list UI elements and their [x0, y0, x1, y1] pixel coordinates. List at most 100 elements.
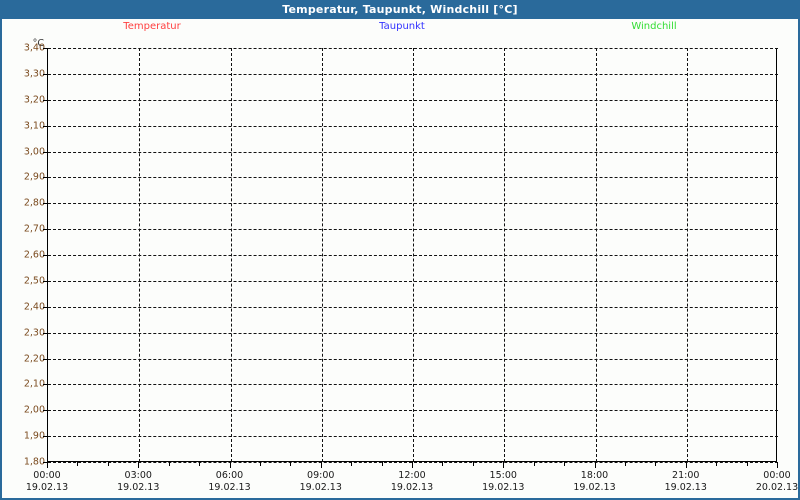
y-gridline: [48, 462, 778, 463]
x-axis-tick-time: 09:00: [307, 470, 335, 481]
x-axis-tick-date: 20.02.13: [755, 482, 799, 493]
x-axis-minor-tick: [351, 462, 353, 466]
y-axis-tick-mark: [43, 229, 47, 231]
y-axis-tick-label: 3,10: [23, 120, 45, 132]
y-axis-tick-label: 2,30: [23, 327, 45, 339]
y-axis-tick-label: 2,80: [23, 197, 45, 209]
x-axis-major-tick: [138, 462, 140, 468]
y-axis-tick-label: 2,70: [23, 223, 45, 235]
x-axis-minor-tick: [624, 462, 626, 466]
y-axis-tick-mark: [43, 358, 47, 360]
x-axis-major-tick: [47, 462, 48, 468]
x-axis-minor-tick: [381, 462, 383, 466]
y-axis-tick-mark: [43, 177, 47, 179]
y-axis-tick-mark: [43, 203, 47, 205]
x-axis-tick-time: 00:00: [33, 470, 61, 481]
x-axis-tick-label: 12:00 19.02.13: [391, 470, 433, 494]
x-axis-minor-tick: [655, 462, 657, 466]
y-axis-tick-mark: [43, 436, 47, 438]
x-axis-tick-date: 19.02.13: [208, 482, 251, 493]
x-axis-minor-tick: [533, 462, 535, 466]
x-axis-major-tick: [229, 462, 231, 468]
legend-item-windchill[interactable]: Windchill: [631, 21, 677, 32]
y-axis-tick-mark: [43, 125, 47, 127]
y-axis-tick-mark: [43, 306, 47, 308]
y-axis-tick-label: 2,10: [23, 378, 45, 390]
y-axis-tick-mark: [43, 384, 47, 386]
x-axis-major-tick: [777, 462, 778, 468]
x-axis-minor-tick: [168, 462, 170, 466]
x-axis-tick-time: 03:00: [124, 470, 152, 481]
x-gridline: [413, 48, 414, 462]
x-axis-tick-date: 19.02.13: [299, 482, 342, 493]
x-axis-minor-tick: [472, 462, 474, 466]
x-axis-tick-date: 19.02.13: [25, 482, 69, 493]
x-axis-tick-label: 06:00 19.02.13: [208, 470, 250, 494]
x-axis-major-tick: [594, 462, 596, 468]
x-axis-tick-time: 21:00: [672, 470, 700, 481]
x-axis-minor-tick: [564, 462, 566, 466]
x-axis-minor-tick: [107, 462, 109, 466]
x-axis-tick-date: 19.02.13: [117, 482, 160, 493]
x-axis-minor-tick: [746, 462, 748, 466]
y-axis-tick-label: 1,90: [23, 430, 45, 442]
y-axis-tick-mark: [43, 99, 47, 101]
x-axis-tick-label: 18:00 19.02.13: [573, 470, 615, 494]
y-axis: 3,40 3,30 3,20 3,10 3,00 2,90 2,80 2,70 2,60 2,50…: [2, 0, 47, 500]
x-gridline: [321, 48, 323, 462]
y-axis-tick-mark: [43, 332, 47, 334]
y-axis-tick-mark: [43, 48, 47, 49]
x-axis-minor-tick: [259, 462, 261, 466]
x-axis-minor-tick: [290, 462, 292, 466]
x-axis-major-tick: [320, 462, 322, 468]
x-axis-minor-tick: [199, 462, 201, 466]
y-axis-tick-label: 2,20: [23, 353, 45, 364]
y-axis-tick-label: 3,40: [23, 42, 45, 54]
legend-item-taupunkt[interactable]: Taupunkt: [379, 21, 425, 32]
y-axis-tick-label: 3,00: [23, 146, 45, 157]
x-gridline: [504, 48, 506, 462]
x-axis-tick-date: 19.02.13: [482, 482, 525, 493]
x-axis-major-tick: [412, 462, 413, 468]
x-axis-tick-label: 00:00 19.02.13: [26, 470, 68, 494]
x-axis-tick-time: 06:00: [215, 470, 244, 481]
x-axis-tick-label: 15:00 19.02.13: [482, 470, 524, 494]
x-axis-major-tick: [503, 462, 505, 468]
y-axis-tick-mark: [43, 73, 47, 75]
x-axis-labels: 00:00 19.02.13 03:00 19.02.13 06:00 19.02.13 0…: [2, 470, 798, 496]
chart-legend: Temperatur Taupunkt Windchill: [2, 19, 798, 36]
x-axis-major-tick: [685, 462, 687, 468]
y-axis-tick-label: 2,50: [23, 275, 45, 287]
y-axis-tick-mark: [43, 410, 47, 412]
y-axis-tick-label: 2,00: [23, 404, 45, 416]
x-gridline: [230, 48, 232, 462]
y-axis-tick-mark: [43, 255, 47, 256]
x-axis-tick-label: 21:00 19.02.13: [665, 470, 707, 494]
x-axis-minor-tick: [442, 462, 444, 466]
x-axis-tick-time: 18:00: [580, 470, 609, 481]
y-axis-tick-mark: [43, 462, 47, 463]
x-axis-ticks: [47, 462, 779, 470]
y-axis-unit-label: °C: [32, 38, 44, 49]
x-axis-tick-date: 19.02.13: [390, 482, 434, 493]
y-axis-tick-mark: [43, 151, 47, 153]
y-axis-tick-label: 2,90: [23, 171, 45, 183]
legend-item-temperatur[interactable]: Temperatur: [123, 21, 181, 32]
y-axis-tick-label: 2,60: [23, 249, 45, 261]
x-gridline: [686, 48, 688, 462]
x-axis-tick-time: 00:00: [763, 470, 791, 481]
x-gridline: [139, 48, 141, 462]
y-axis-tick-label: 3,30: [23, 68, 45, 80]
plot-area: [47, 48, 778, 463]
x-axis-tick-label: 03:00 19.02.13: [117, 470, 159, 494]
y-axis-tick-mark: [43, 280, 47, 282]
x-gridline: [595, 48, 597, 462]
y-axis-tick-label: 2,40: [23, 301, 45, 313]
window-title: Temperatur, Taupunkt, Windchill [°C]: [0, 0, 800, 19]
x-axis-minor-tick: [77, 462, 79, 466]
y-axis-tick-label: 3,20: [23, 94, 45, 106]
x-axis-tick-label: 09:00 19.02.13: [300, 470, 342, 494]
x-axis-tick-time: 15:00: [489, 470, 517, 481]
y-axis-tick-label: 1,80: [23, 456, 45, 468]
